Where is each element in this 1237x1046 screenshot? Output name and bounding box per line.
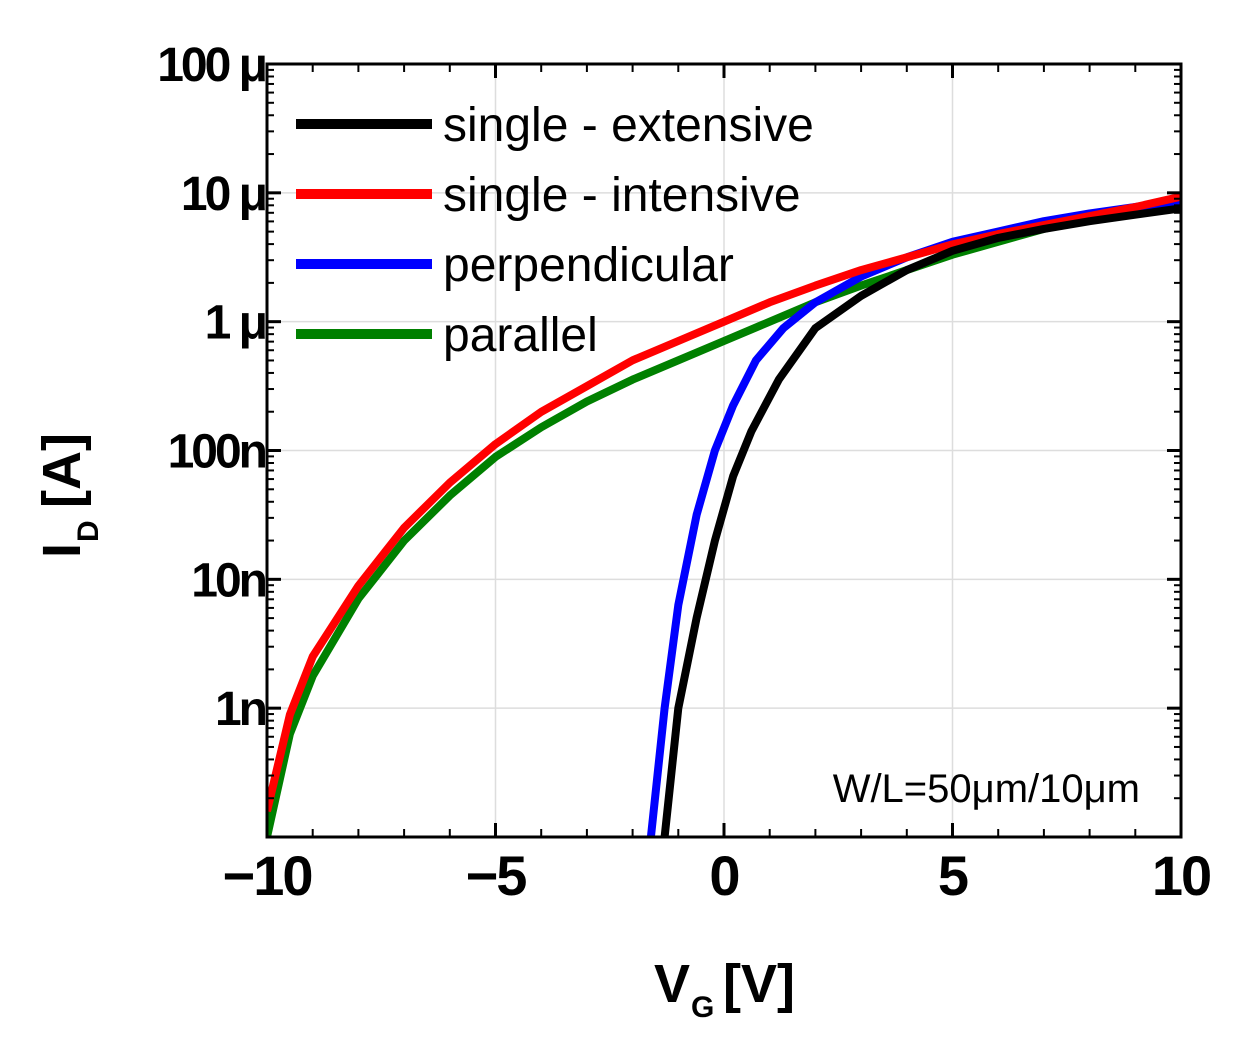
y-tick-label: 1n [215,683,266,736]
y-tick-label: 1 μ [205,297,266,350]
tick-layer: −10 −5 0 5 10 1n 10n 100n 1 μ 10 μ 100 μ [157,39,1212,907]
y-axis-title-sub: D [72,520,105,542]
y-axis-title-main: I [32,543,92,558]
legend-label: perpendicular [443,239,734,292]
y-tick-label: 100 μ [157,39,265,92]
series-line-single-extensive [660,204,1181,837]
legend-label: single - intensive [443,169,801,222]
legend-entry: parallel [296,309,598,362]
legend: single - extensive single - intensive perp… [296,99,814,362]
device-dimension-annotation: W/L=50μm/10μm [833,767,1140,811]
legend-label: single - extensive [443,99,814,152]
legend-label: parallel [443,309,598,362]
legend-entry: single - extensive [296,99,814,152]
y-axis-title: I D [A] [32,433,105,558]
y-tick-label: 10 μ [181,168,266,221]
legend-entry: single - intensive [296,169,801,222]
x-tick-label: 5 [938,844,968,907]
x-axis-title-sub: G [691,991,714,1024]
y-tick-label: 100n [168,426,266,479]
x-axis-title-main: V [654,954,690,1014]
x-tick-label: 10 [1152,844,1210,907]
x-tick-label: −10 [223,844,312,907]
series-layer [267,192,1181,837]
series-line-perpendicular [646,196,1181,837]
x-axis-title-unit: [V] [723,954,795,1014]
x-tick-label: −5 [466,844,527,907]
x-tick-label: 0 [709,844,738,907]
x-axis-title: V G [V] [654,954,795,1024]
legend-entry: perpendicular [296,239,734,292]
y-axis-title-unit: [A] [32,433,92,508]
y-tick-label: 10n [191,554,265,607]
